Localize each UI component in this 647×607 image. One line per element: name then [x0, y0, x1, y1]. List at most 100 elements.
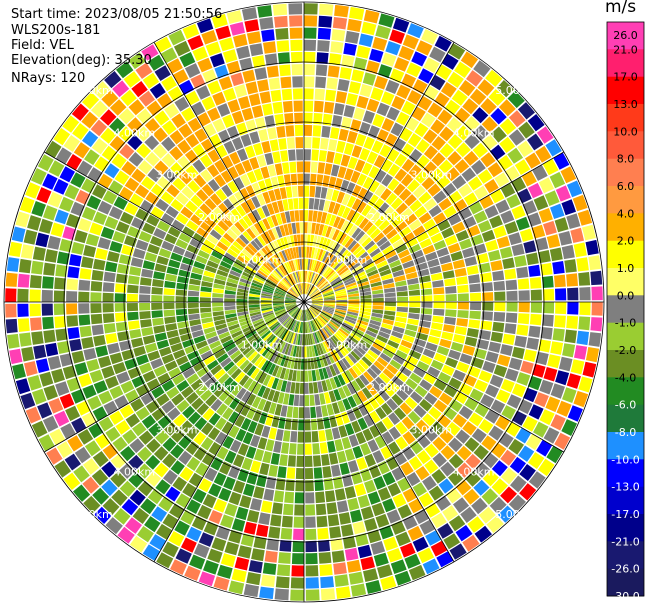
gate-cell — [355, 322, 368, 330]
gate-cell — [493, 280, 506, 291]
gate-cell — [240, 201, 251, 214]
gate-cell — [348, 302, 360, 305]
gate-cell — [312, 260, 318, 272]
gate-cell — [389, 29, 405, 44]
gate-cell — [525, 433, 542, 450]
gate-cell — [283, 356, 290, 368]
gate-cell — [336, 303, 348, 307]
gate-cell — [142, 260, 155, 270]
gate-cell — [429, 265, 442, 275]
gate-cell — [558, 231, 573, 246]
gate-cell — [576, 257, 589, 272]
gate-cell — [385, 228, 398, 240]
gate-cell — [324, 353, 332, 365]
gate-cell — [81, 256, 94, 269]
gate-cell — [392, 326, 405, 334]
gate-cell — [407, 410, 421, 424]
gate-cell — [566, 315, 579, 329]
gate-cell — [286, 331, 293, 343]
gate-cell — [332, 315, 344, 322]
gate-cell — [289, 15, 303, 27]
gate-cell — [244, 245, 255, 256]
gate-cell — [20, 244, 34, 259]
gate-cell — [60, 423, 76, 440]
gate-cell — [82, 384, 97, 399]
gate-cell — [323, 392, 331, 404]
gate-cell — [404, 266, 417, 275]
gate-cell — [383, 536, 398, 551]
gate-cell — [276, 353, 284, 366]
gate-cell — [362, 428, 374, 442]
gate-cell — [547, 354, 561, 369]
gate-cell — [450, 251, 464, 262]
gate-cell — [272, 323, 282, 333]
gate-cell — [246, 365, 257, 377]
gate-cell — [267, 243, 276, 255]
gate-cell — [224, 306, 236, 311]
gate-cell — [469, 201, 483, 215]
gate-cell — [324, 298, 336, 301]
gate-cell — [321, 328, 330, 339]
gate-cell — [243, 268, 255, 277]
gate-cell — [309, 307, 319, 316]
gate-cell — [307, 271, 311, 283]
gate-cell — [226, 281, 238, 288]
gate-cell — [199, 203, 212, 216]
gate-cell — [348, 367, 358, 379]
gate-cell — [215, 188, 228, 202]
gate-cell — [347, 309, 359, 314]
gate-cell — [223, 140, 236, 154]
gate-cell — [266, 65, 279, 78]
gate-cell — [270, 241, 278, 253]
gate-cell — [378, 372, 391, 384]
gate-cell — [71, 103, 89, 121]
gate-cell — [55, 264, 68, 277]
gate-cell — [271, 271, 281, 281]
gate-cell — [161, 400, 175, 414]
gate-cell — [391, 393, 404, 406]
gate-cell — [250, 460, 261, 474]
gate-cell — [268, 77, 281, 90]
gate-cell — [224, 503, 238, 517]
gate-cell — [145, 191, 160, 205]
colorbar-swatch — [607, 350, 644, 378]
gate-cell — [385, 344, 397, 354]
gate-cell — [357, 494, 370, 508]
gate-cell — [386, 363, 399, 375]
gate-cell — [53, 178, 69, 195]
gate-cell — [31, 331, 44, 345]
gate-cell — [372, 302, 384, 306]
gate-cell — [190, 324, 203, 333]
gate-cell — [219, 237, 232, 248]
gate-cell — [311, 273, 317, 284]
gate-cell — [309, 271, 314, 283]
gate-cell — [248, 293, 260, 298]
gate-cell — [330, 351, 338, 363]
gate-cell — [341, 116, 352, 130]
gate-cell — [420, 308, 433, 315]
gate-cell — [328, 322, 338, 331]
gate-cell — [286, 137, 295, 149]
gate-cell — [209, 193, 222, 206]
gate-cell — [396, 111, 410, 126]
gate-cell — [275, 288, 286, 294]
gate-cell — [168, 259, 181, 269]
gate-cell — [231, 266, 243, 274]
gate-cell — [209, 229, 222, 241]
gate-cell — [290, 332, 296, 344]
gate-cell — [198, 571, 216, 587]
gate-cell — [341, 235, 351, 247]
gate-cell — [9, 348, 23, 365]
gate-cell — [333, 103, 345, 116]
gate-cell — [439, 143, 455, 158]
gate-cell — [64, 453, 81, 471]
gate-cell — [283, 368, 290, 380]
gate-cell — [395, 371, 408, 383]
gate-cell — [284, 276, 292, 287]
gate-cell — [356, 201, 367, 214]
gate-cell — [327, 352, 335, 364]
gate-cell — [275, 429, 284, 441]
gate-cell — [151, 287, 163, 295]
gate-cell — [398, 188, 412, 202]
gate-cell — [412, 536, 429, 552]
